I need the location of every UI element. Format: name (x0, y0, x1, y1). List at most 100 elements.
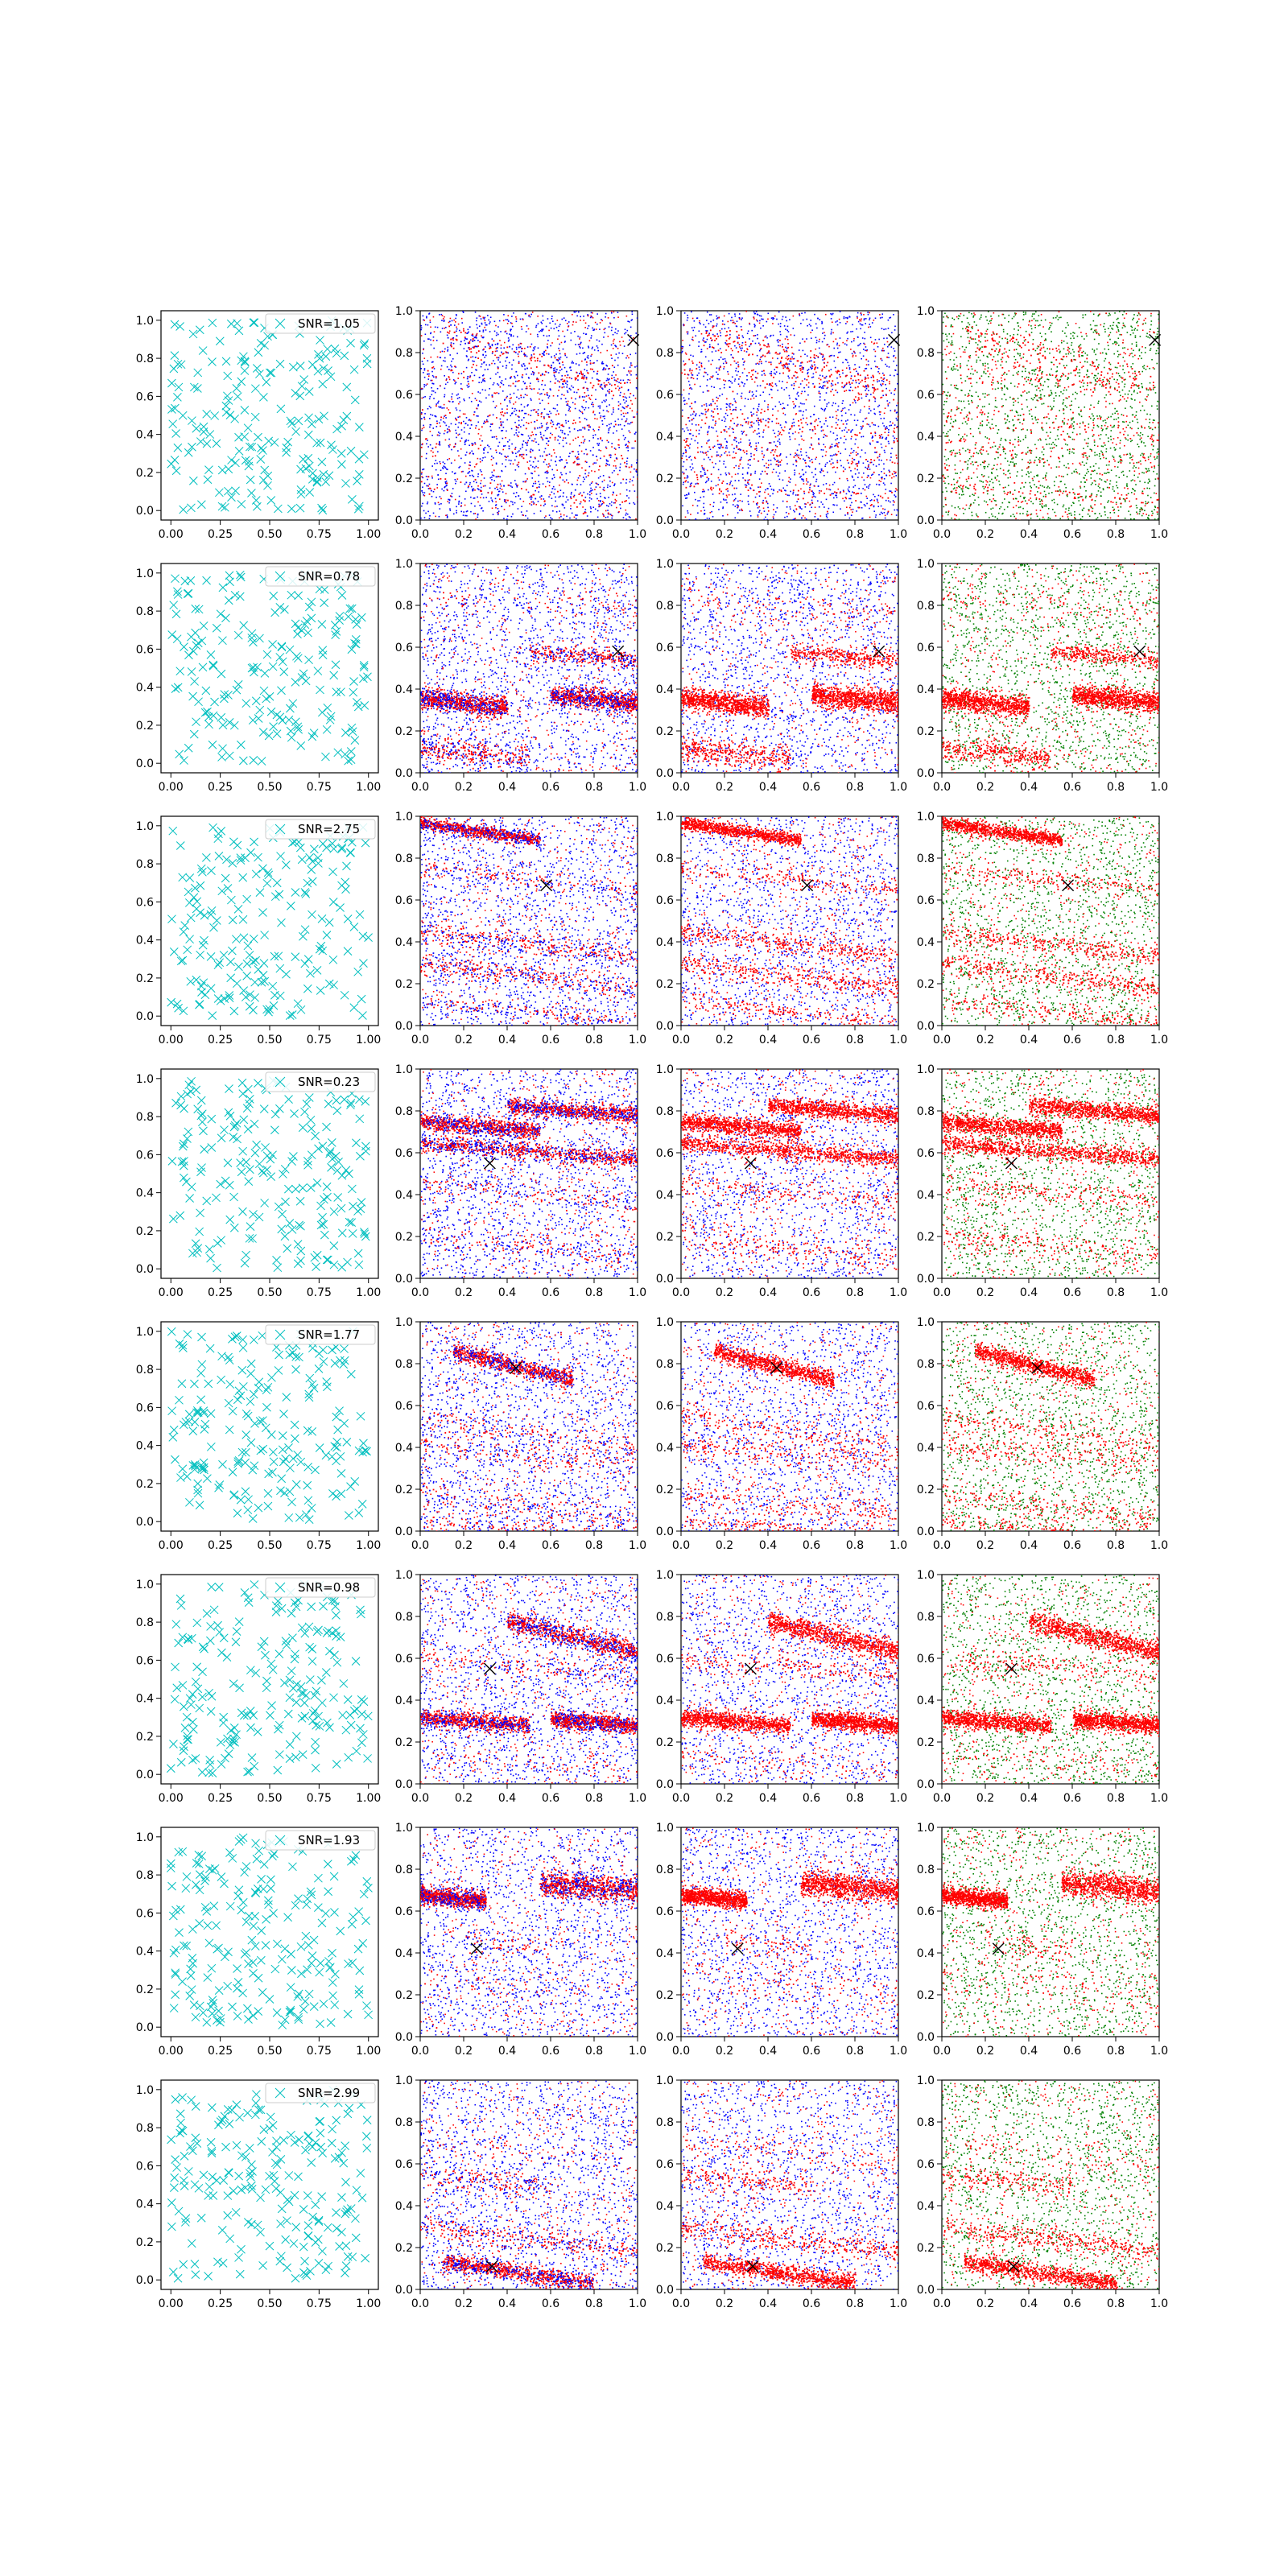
background-point (803, 387, 805, 389)
background-point (528, 492, 530, 493)
background-point (814, 414, 815, 415)
streak-point (432, 448, 434, 449)
streak-point (518, 362, 520, 364)
streak-point (596, 456, 597, 457)
streak-point (526, 368, 528, 369)
background-point (574, 391, 576, 393)
background-point (889, 402, 890, 404)
background-point (709, 346, 711, 348)
background-point (540, 330, 542, 332)
background-point (860, 411, 861, 413)
background-point (600, 501, 601, 502)
background-point (583, 492, 584, 493)
background-point (470, 511, 472, 513)
background-point (708, 440, 709, 442)
noise-point (846, 390, 848, 391)
background-point (810, 366, 811, 368)
background-point (784, 517, 786, 518)
background-point (870, 394, 872, 395)
noise-point (600, 450, 601, 452)
noise-point (783, 430, 785, 431)
noise-point (692, 505, 694, 506)
background-point (733, 448, 735, 449)
background-point (802, 391, 803, 393)
background-point (608, 497, 609, 498)
background-point (716, 452, 718, 453)
background-point (570, 508, 572, 510)
background-point (464, 400, 465, 402)
streak-point (478, 350, 480, 352)
background-point (888, 320, 890, 321)
background-point (778, 440, 779, 442)
background-point (848, 498, 850, 500)
background-point (576, 484, 578, 485)
noise-point (440, 369, 442, 370)
streak-point (507, 500, 509, 502)
background-point (426, 317, 427, 319)
background-point (894, 394, 895, 395)
streak-point (562, 504, 564, 506)
background-point (481, 402, 482, 403)
noise-point (852, 355, 854, 357)
background-point (881, 513, 883, 514)
noise-point (686, 403, 687, 405)
background-point (770, 335, 772, 336)
noise-point (548, 402, 550, 404)
background-point (707, 390, 708, 392)
streak-point (712, 340, 713, 341)
background-point (797, 449, 799, 451)
background-point (579, 429, 580, 431)
background-point (712, 516, 714, 518)
background-point (566, 516, 568, 518)
streak-point (810, 350, 811, 352)
background-point (636, 365, 638, 367)
background-point (584, 473, 586, 475)
background-point (855, 439, 857, 440)
noise-point (547, 466, 549, 468)
noise-point (423, 349, 424, 351)
background-point (879, 405, 881, 407)
background-point (873, 349, 875, 351)
background-point (554, 376, 555, 378)
background-point (466, 355, 468, 357)
background-point (755, 497, 757, 498)
noise-point (880, 358, 881, 360)
streak-point (621, 455, 622, 456)
noise-point (530, 333, 531, 335)
background-point (423, 510, 425, 512)
background-point (890, 374, 891, 376)
background-point (518, 431, 520, 433)
background-point (802, 403, 803, 405)
noise-point (833, 341, 835, 343)
background-point (749, 392, 750, 394)
noise-point (495, 507, 497, 509)
background-point (485, 390, 486, 391)
background-point (853, 486, 855, 488)
background-point (865, 349, 866, 351)
background-point (469, 471, 471, 473)
background-point (688, 393, 690, 394)
background-point (711, 481, 712, 482)
background-point (562, 440, 564, 441)
background-point (840, 460, 841, 461)
background-point (631, 312, 633, 313)
noise-point (711, 473, 712, 475)
noise-point (581, 411, 583, 413)
streak-point (467, 376, 469, 378)
background-point (811, 472, 813, 473)
streak-point (545, 371, 547, 373)
noise-point (863, 314, 865, 316)
background-point (834, 482, 836, 484)
streak-point (421, 418, 423, 419)
background-point (770, 495, 771, 497)
background-point (741, 457, 742, 459)
background-point (857, 316, 858, 318)
background-point (752, 395, 753, 397)
background-point (571, 332, 572, 334)
streak-point (448, 325, 450, 327)
noise-point (500, 421, 502, 423)
background-point (738, 383, 740, 385)
background-point (542, 400, 543, 402)
background-point (832, 493, 834, 494)
background-point (852, 509, 854, 510)
